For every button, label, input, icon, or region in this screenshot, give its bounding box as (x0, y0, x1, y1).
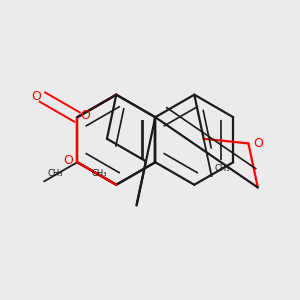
Text: O: O (63, 154, 73, 167)
Text: O: O (31, 90, 41, 104)
Text: CH₃: CH₃ (214, 164, 230, 173)
Text: CH₃: CH₃ (92, 169, 107, 178)
Text: CH₃: CH₃ (47, 169, 63, 178)
Text: O: O (253, 137, 263, 150)
Text: O: O (80, 109, 90, 122)
